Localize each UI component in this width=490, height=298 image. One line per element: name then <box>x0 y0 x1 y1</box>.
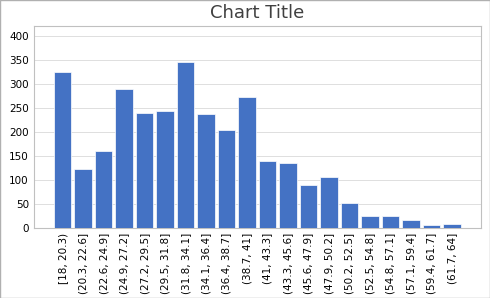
Bar <box>320 177 338 228</box>
Bar <box>361 216 379 228</box>
Bar <box>54 72 72 228</box>
Bar <box>341 203 358 228</box>
Title: Chart Title: Chart Title <box>210 4 304 22</box>
Bar <box>74 169 92 228</box>
Bar <box>423 225 440 228</box>
Bar <box>197 114 215 228</box>
Bar <box>443 224 461 228</box>
Bar <box>218 130 235 228</box>
Bar <box>259 161 276 228</box>
Bar <box>136 113 153 228</box>
Bar <box>279 163 297 228</box>
Bar <box>300 184 317 228</box>
Bar <box>95 151 112 228</box>
Bar <box>177 62 195 228</box>
Bar <box>402 220 419 228</box>
Bar <box>238 97 256 228</box>
Bar <box>156 111 174 228</box>
Bar <box>116 89 133 228</box>
Bar <box>382 216 399 228</box>
